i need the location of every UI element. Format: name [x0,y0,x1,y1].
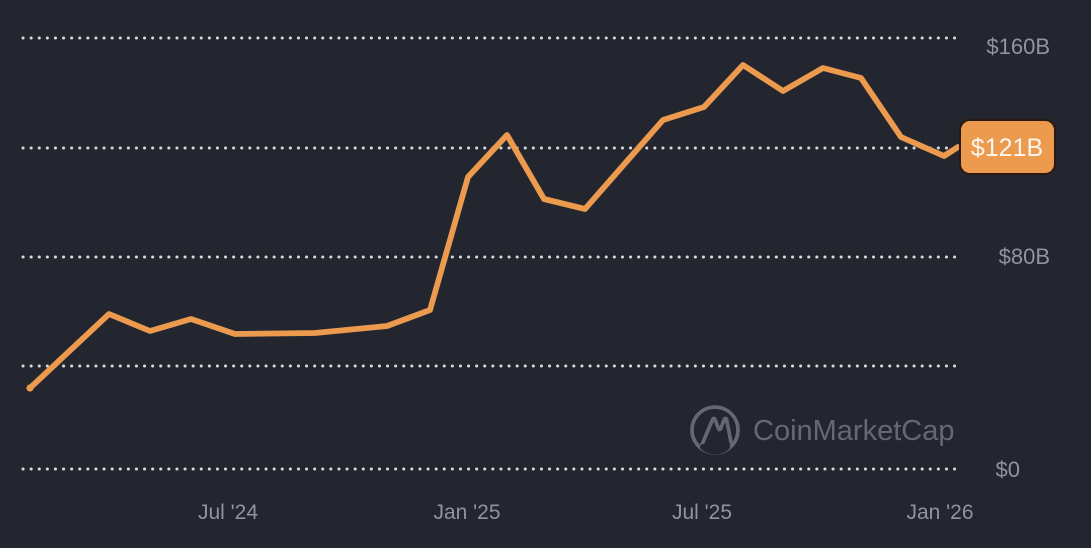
svg-text:Jan '25: Jan '25 [433,501,500,524]
svg-text:$160B: $160B [986,34,1050,59]
svg-text:Jan '26: Jan '26 [906,501,973,524]
svg-text:$121B: $121B [971,134,1043,162]
svg-text:$80B: $80B [999,244,1050,269]
svg-text:Jul '25: Jul '25 [672,501,732,524]
svg-text:$0: $0 [996,457,1020,482]
svg-text:CoinMarketCap: CoinMarketCap [753,415,954,447]
svg-text:Jul '24: Jul '24 [198,501,258,524]
